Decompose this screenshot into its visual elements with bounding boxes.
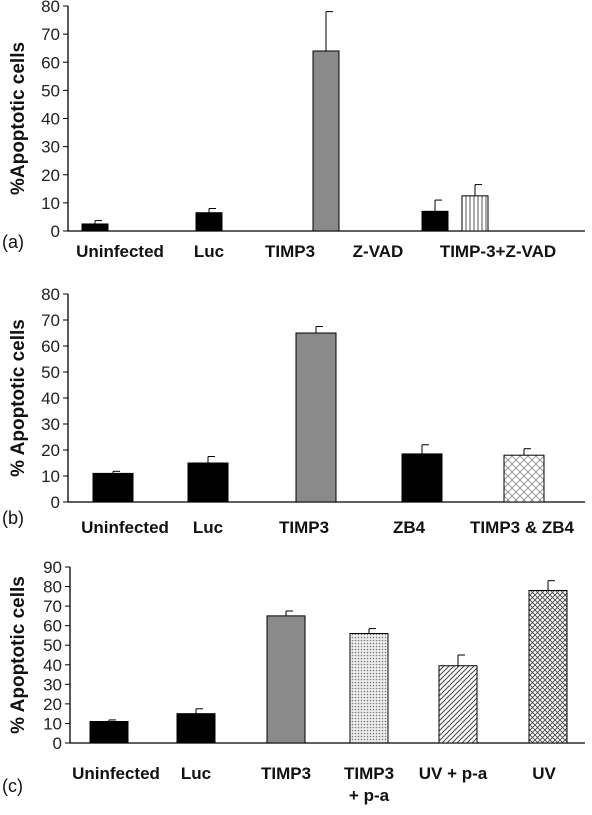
y-tick-label: 10 xyxy=(43,714,62,733)
category-label: TIMP3 xyxy=(261,764,311,783)
bar xyxy=(92,472,134,503)
category-label: ZB4 xyxy=(393,518,426,537)
y-tick-label: 90 xyxy=(43,558,62,577)
panel-b: 0 10 20 30 40 50 60 70 80 Uninfected Luc TIMP3 ZB4 TI… xyxy=(2,285,585,537)
y-axis-label: %Apoptotic cells xyxy=(8,42,29,195)
bar xyxy=(266,615,306,744)
y-tick-label: 10 xyxy=(41,194,60,213)
bar xyxy=(187,462,229,503)
category-label: Luc xyxy=(194,242,224,261)
bar xyxy=(295,332,337,503)
category-label: Luc xyxy=(181,764,211,783)
bar xyxy=(401,453,443,503)
bar xyxy=(89,720,129,744)
bar xyxy=(349,632,389,744)
y-tick-label: 20 xyxy=(41,441,60,460)
category-label: TIMP-3+Z-VAD xyxy=(440,242,556,261)
y-tick-label: 20 xyxy=(41,166,60,185)
bar xyxy=(195,212,223,232)
y-tick-label: 10 xyxy=(41,467,60,486)
y-tick-label: 20 xyxy=(43,695,62,714)
category-label: Uninfected xyxy=(81,518,169,537)
y-tick-label: 50 xyxy=(41,363,60,382)
y-tick-label: 60 xyxy=(41,337,60,356)
y-tick-label: 80 xyxy=(41,285,60,304)
y-axis-label: % Apoptotic cells xyxy=(8,576,29,734)
category-label: UV + p-a xyxy=(419,764,488,783)
y-tick-label: 50 xyxy=(41,81,60,100)
bar xyxy=(421,210,449,232)
bar xyxy=(438,665,478,744)
bar xyxy=(176,713,216,744)
y-tick-label: 80 xyxy=(43,578,62,597)
y-tick-label: 0 xyxy=(51,222,60,241)
y-axis-label: % Apoptotic cells xyxy=(8,319,29,477)
category-label: Luc xyxy=(193,518,223,537)
category-label: UV xyxy=(532,764,556,783)
category-label: TIMP3 xyxy=(265,242,315,261)
y-tick-label: 40 xyxy=(41,110,60,129)
y-tick-label: 40 xyxy=(41,389,60,408)
category-label: Uninfected xyxy=(72,764,160,783)
bar xyxy=(528,589,568,744)
category-label: TIMP3 + p-a xyxy=(344,764,394,805)
bar xyxy=(461,195,489,232)
y-tick-label: 70 xyxy=(41,311,60,330)
category-label: TIMP3 xyxy=(279,518,329,537)
y-tick-label: 30 xyxy=(41,415,60,434)
panel-label: (b) xyxy=(2,508,24,528)
y-tick-label: 80 xyxy=(41,0,60,16)
y-tick-label: 50 xyxy=(43,636,62,655)
y-tick-label: 30 xyxy=(43,675,62,694)
y-tick-label: 40 xyxy=(43,656,62,675)
y-tick-label: 70 xyxy=(43,597,62,616)
y-tick-label: 60 xyxy=(41,53,60,72)
bar xyxy=(503,454,545,503)
panel-a: 0 10 20 30 40 50 60 70 80 Uninfected Luc TIMP3 Z-VAD… xyxy=(2,0,585,261)
panel-label: (a) xyxy=(2,232,24,252)
category-label: TIMP3 & ZB4 xyxy=(470,518,574,537)
panel-label: (c) xyxy=(2,776,23,796)
y-tick-label: 60 xyxy=(43,617,62,636)
y-tick-label: 70 xyxy=(41,25,60,44)
category-label: Z-VAD xyxy=(353,242,404,261)
y-tick-label: 30 xyxy=(41,138,60,157)
y-tick-label: 0 xyxy=(53,734,62,753)
y-tick-label: 0 xyxy=(51,493,60,512)
bar xyxy=(81,223,109,232)
bar xyxy=(312,50,340,232)
category-label: Uninfected xyxy=(76,242,164,261)
